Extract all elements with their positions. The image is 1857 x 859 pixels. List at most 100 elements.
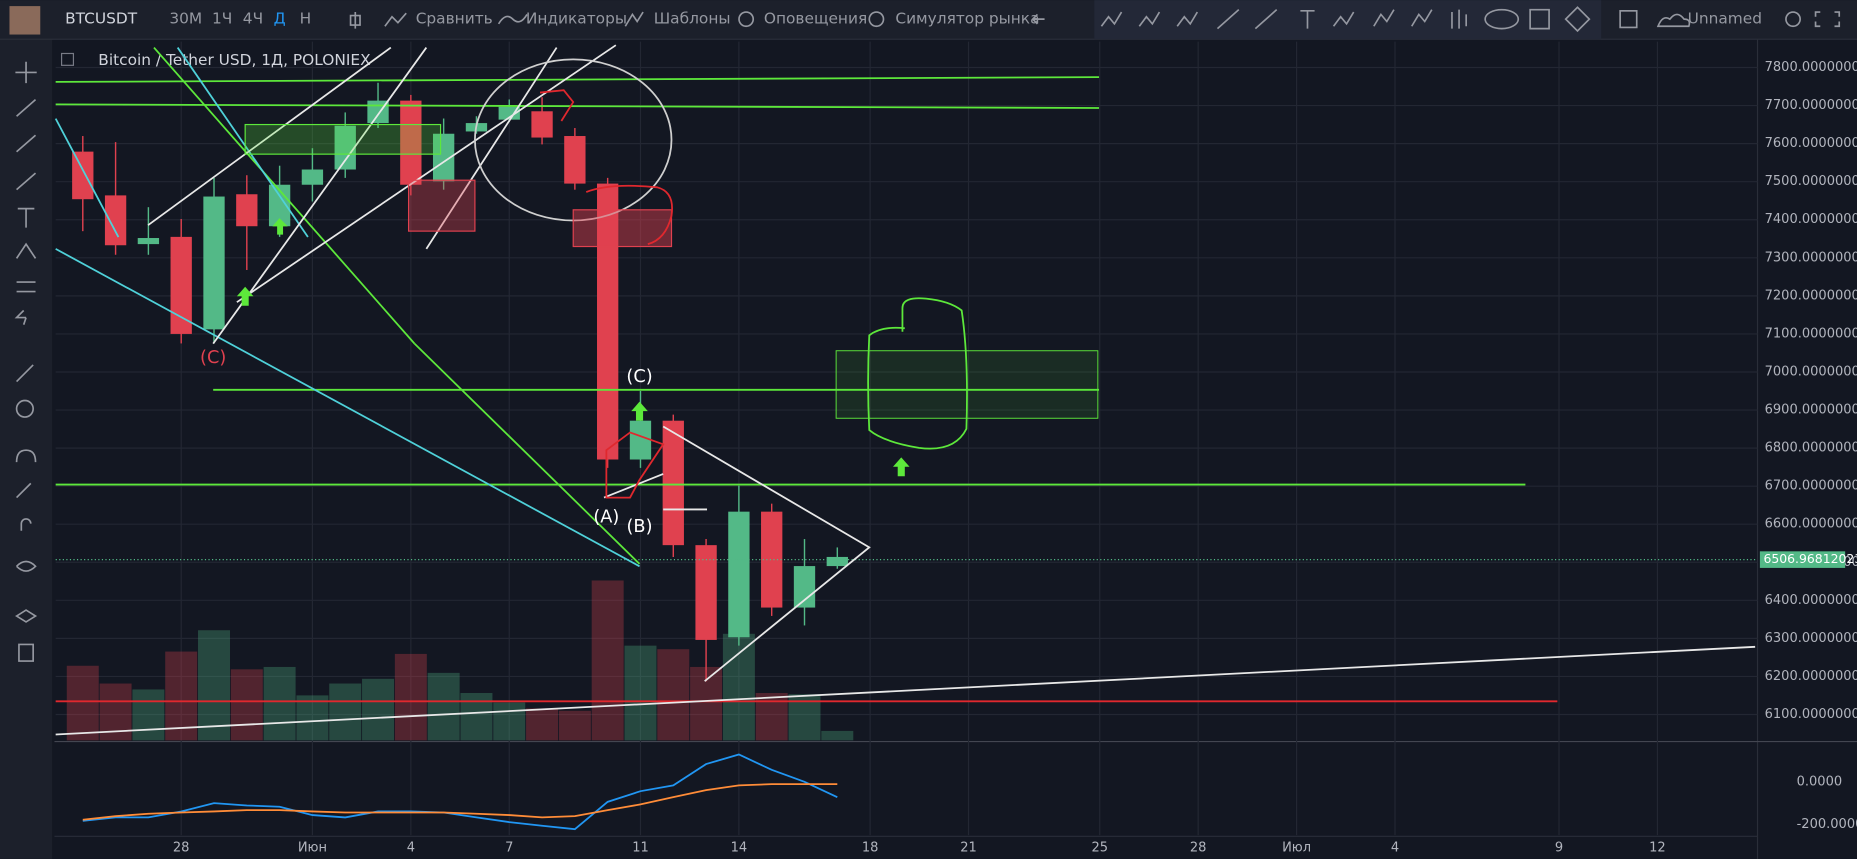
chart-style-icon[interactable]: [349, 12, 361, 29]
y-tick-label: 0.0000: [1797, 774, 1843, 789]
x-tick-label: 9: [1555, 841, 1563, 856]
drawn-line: [55, 103, 1100, 109]
volume-bar: [624, 645, 657, 741]
candle-body: [728, 511, 750, 638]
scribble: [585, 184, 673, 246]
candle-body: [203, 196, 225, 330]
volume-bar: [66, 665, 99, 741]
candle-body: [531, 111, 553, 138]
compare-icon[interactable]: [384, 12, 407, 27]
candle-body: [793, 566, 816, 608]
drawn-line: [55, 248, 640, 568]
candle-body: [695, 545, 717, 640]
y-tick-label: 7300.00000000: [1765, 250, 1857, 265]
y-tick-label: 7700.00000000: [1765, 98, 1857, 113]
volume-bar: [722, 633, 755, 741]
undo-icon[interactable]: [1032, 13, 1045, 25]
y-tick-label: 7200.00000000: [1765, 288, 1857, 303]
y-tick-label: 6300.00000000: [1765, 631, 1857, 646]
drawn-box: [244, 123, 442, 155]
y-tick-label: 6600.00000000: [1765, 517, 1857, 532]
candle-body: [662, 420, 684, 546]
drawing-tool-icons[interactable]: [1100, 6, 1591, 33]
indicators-button[interactable]: Индикаторы: [526, 10, 627, 28]
scribble: [867, 297, 968, 450]
drawn-line: [55, 76, 1100, 83]
volume-bar: [755, 693, 788, 741]
simulator-icon[interactable]: [868, 11, 885, 28]
interval[interactable]: 4Ч: [243, 10, 263, 28]
volume-bar: [132, 689, 165, 741]
x-tick-label: 7: [505, 841, 513, 856]
candle-body: [236, 194, 258, 227]
y-tick-label: 7000.00000000: [1765, 364, 1857, 379]
volume-bar: [657, 649, 690, 741]
indicators-icon[interactable]: [497, 13, 528, 25]
drawn-line: [153, 46, 416, 345]
templates-icon[interactable]: [624, 11, 644, 27]
drawings: (C) (C) (A) (B): [54, 44, 1756, 736]
simulator-button[interactable]: Симулятор рынка: [895, 10, 1039, 28]
volume-bar: [821, 730, 854, 741]
volume-bar: [165, 651, 198, 741]
candle-body: [72, 151, 94, 200]
y-tick-label: -200.0000: [1797, 817, 1857, 832]
x-tick-label: Июн: [298, 841, 327, 856]
interval[interactable]: 30М: [169, 10, 202, 28]
y-tick-label: 7500.00000000: [1765, 174, 1857, 189]
x-tick-label: 21: [960, 841, 977, 856]
interval[interactable]: 1Ч: [212, 10, 232, 28]
cloud-icon[interactable]: [1656, 13, 1691, 28]
volume-bar: [198, 630, 230, 741]
drawn-lines: [147, 44, 617, 345]
templates-button[interactable]: Шаблоны: [654, 10, 731, 28]
tool-icons[interactable]: [14, 61, 38, 662]
wave-label: (C): [200, 348, 226, 368]
layout-name[interactable]: Unnamed: [1688, 10, 1762, 28]
y-tick-label: 7400.00000000: [1765, 212, 1857, 227]
y-tick-label: 7800.00000000: [1765, 60, 1857, 75]
x-tick-label: 14: [731, 841, 748, 856]
candle-body: [432, 133, 455, 182]
alerts-icon[interactable]: [738, 11, 755, 28]
x-tick-label: 18: [862, 841, 879, 856]
x-tick-label: 4: [1391, 841, 1399, 856]
candle-body: [564, 136, 586, 184]
indicator-line: [82, 783, 838, 821]
interval[interactable]: Д: [274, 10, 286, 28]
candle-body: [498, 106, 520, 120]
volume-bar: [526, 708, 559, 741]
volume-bar: [493, 702, 526, 741]
drawn-line: [176, 47, 309, 238]
y-tick-label: 6100.00000000: [1765, 707, 1857, 722]
candle-body: [104, 195, 127, 246]
axes: 28 Июн 4 7 11 14 18 21 25 28 Июл 4 9 12 6100.00000000 6…: [173, 60, 1857, 856]
volume-bar: [427, 672, 460, 741]
interval[interactable]: Н: [300, 10, 312, 28]
candle-body: [137, 238, 160, 245]
candle-body: [301, 169, 324, 185]
compare-button[interactable]: Сравнить: [416, 10, 493, 28]
volume-bar: [362, 678, 395, 741]
indicator-line: [82, 753, 838, 831]
y-tick-label: 6200.00000000: [1765, 669, 1857, 684]
drawn-line: [55, 645, 1756, 736]
wave-label: (C): [626, 367, 652, 387]
y-tick-label: 6800.00000000: [1765, 441, 1857, 456]
collapse-icon[interactable]: [60, 52, 75, 66]
volume-bar: [558, 710, 591, 741]
rect-icon[interactable]: [1619, 10, 1638, 29]
settings-icon[interactable]: [1785, 11, 1801, 28]
x-tick-label: 28: [1190, 841, 1207, 856]
fullscreen-icon[interactable]: [1814, 11, 1841, 28]
alerts-button[interactable]: Оповещения: [764, 10, 867, 28]
avatar[interactable]: [9, 6, 41, 35]
symbol[interactable]: BTCUSDT: [65, 10, 138, 28]
volume-bar: [591, 580, 624, 741]
x-tick-label: 12: [1649, 841, 1666, 856]
x-tick-label: 25: [1091, 841, 1108, 856]
candle-body: [761, 511, 783, 608]
x-tick-label: 4: [407, 841, 415, 856]
volume-bar: [230, 669, 263, 741]
